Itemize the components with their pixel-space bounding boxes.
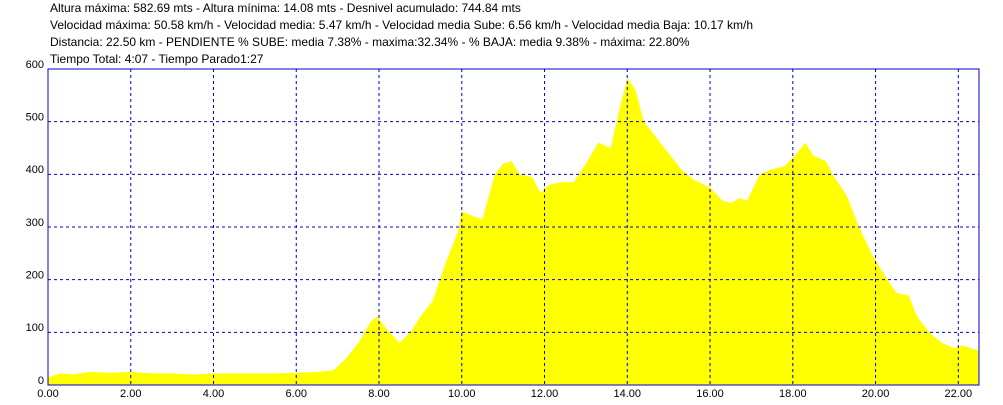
x-tick-label: 14.00 [614, 388, 642, 400]
x-tick-label: 20.00 [862, 388, 890, 400]
elevation-area [48, 78, 979, 385]
x-tick-label: 8.00 [368, 388, 389, 400]
x-tick-label: 18.00 [779, 388, 807, 400]
header-line: Distancia: 22.50 km - PENDIENTE % SUBE: … [50, 35, 690, 49]
plot-border [47, 68, 980, 386]
x-tick-label: 0.00 [37, 388, 58, 400]
y-tick-label: 600 [26, 59, 44, 71]
header-line: Tiempo Total: 4:07 - Tiempo Parado1:27 [50, 52, 264, 66]
x-tick-label: 4.00 [203, 388, 224, 400]
y-tick-label: 100 [26, 322, 44, 334]
x-tick-label: 2.00 [120, 388, 141, 400]
x-tick-label: 10.00 [448, 388, 476, 400]
x-tick-label: 6.00 [286, 388, 307, 400]
y-tick-label: 500 [26, 112, 44, 124]
y-tick-label: 200 [26, 270, 44, 282]
header-line: Altura máxima: 582.69 mts - Altura mínim… [50, 1, 521, 15]
header-line: Velocidad máxima: 50.58 km/h - Velocidad… [50, 18, 753, 32]
y-tick-label: 300 [26, 217, 44, 229]
x-tick-label: 16.00 [696, 388, 724, 400]
x-tick-label: 22.00 [945, 388, 973, 400]
x-tick-label: 12.00 [531, 388, 559, 400]
y-tick-label: 400 [26, 164, 44, 176]
y-tick-label: 0 [38, 375, 44, 387]
